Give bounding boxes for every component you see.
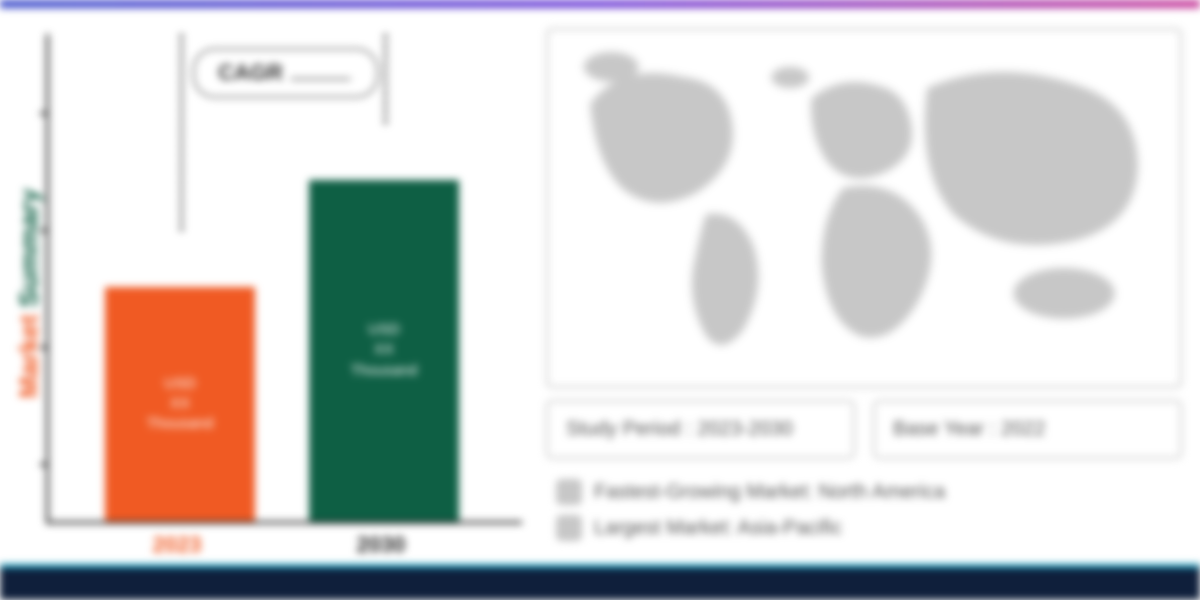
x-label-2030: 2030	[306, 532, 456, 558]
top-gradient-strip	[0, 0, 1200, 8]
bar-2023-value: USD XX Thousand	[147, 374, 214, 435]
info-row: Study Period : 2023-2030 Base Year : 202…	[546, 400, 1182, 459]
bar-2023: USD XX Thousand	[105, 287, 255, 521]
legend: Fastest-Growing Market: North America La…	[546, 479, 1182, 541]
legend-2-label: Largest Market	[594, 517, 727, 539]
legend-chip-1	[556, 479, 582, 505]
y-axis-title-word1: Market	[14, 314, 44, 398]
world-map-card	[546, 28, 1182, 388]
legend-1-label: Fastest-Growing Market	[594, 481, 807, 503]
legend-2-value: Asia-Pacific	[737, 517, 841, 539]
base-year-label: Base Year	[893, 418, 984, 440]
study-period-value: 2023-2030	[697, 418, 793, 440]
chart-panel: Market Summary CAGR	[12, 28, 522, 558]
legend-largest-market: Largest Market: Asia-Pacific	[556, 515, 1182, 541]
x-axis-labels: 2023 2030	[46, 524, 522, 558]
legend-chip-2	[556, 515, 582, 541]
content-row: Market Summary CAGR	[0, 8, 1200, 564]
study-period-label: Study Period	[566, 418, 681, 440]
x-label-2023: 2023	[102, 532, 252, 558]
legend-fastest-growing: Fastest-Growing Market: North America	[556, 479, 1182, 505]
right-panel: Study Period : 2023-2030 Base Year : 202…	[546, 28, 1182, 558]
y-axis-title-word2: Summary	[14, 188, 44, 307]
base-year-box: Base Year : 2022	[873, 400, 1182, 459]
bars-area: USD XX Thousand USD XX Thousand	[49, 34, 522, 521]
base-year-value: 2022	[1001, 418, 1046, 440]
y-ticks	[40, 34, 49, 521]
world-map-svg	[548, 30, 1180, 378]
bar-chart: CAGR USD XX Thousand USD XX Thousand	[46, 34, 522, 524]
bar-2030-value: USD XX Thousand	[351, 320, 418, 381]
bottom-bar	[0, 564, 1200, 600]
legend-1-value: North America	[819, 481, 946, 503]
bar-2030: USD XX Thousand	[309, 180, 459, 521]
study-period-box: Study Period : 2023-2030	[546, 400, 855, 459]
